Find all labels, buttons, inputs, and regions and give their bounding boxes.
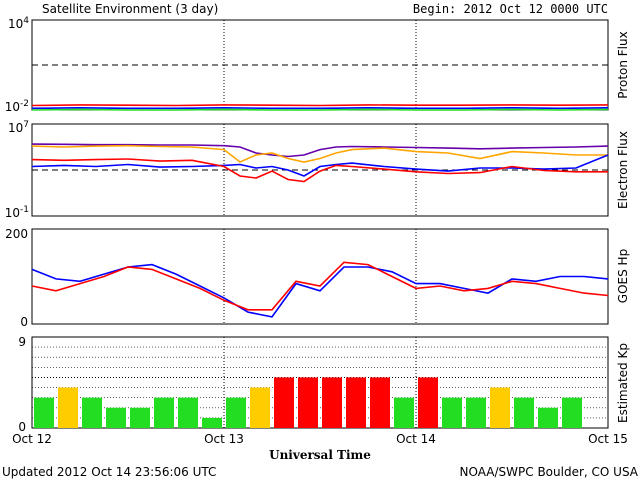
credit-label: NOAA/SWPC Boulder, CO USA <box>460 465 639 479</box>
electron-ytick-bottom: 10-1 <box>5 205 29 220</box>
kp-ytick-bottom: 0 <box>18 420 26 434</box>
electron-panel <box>31 123 609 217</box>
kp-bar <box>466 397 486 428</box>
kp-ylabel: Estimated Kp <box>616 343 630 423</box>
kp-bar <box>34 397 54 428</box>
kp-bar <box>178 397 198 428</box>
kp-ytick-top: 9 <box>18 335 26 349</box>
kp-bar <box>442 397 462 428</box>
kp-bar <box>82 397 102 428</box>
xtick-oct14: Oct 14 <box>396 432 436 446</box>
chart-marks <box>31 20 609 428</box>
kp-bar <box>202 417 222 428</box>
begin-timestamp: Begin: 2012 Oct 12 0000 UTC <box>413 2 608 16</box>
proton-ytick-bottom: 10-2 <box>5 99 29 114</box>
proton-series-green <box>31 108 609 111</box>
goes-ylabel: GOES Hp <box>616 249 630 303</box>
xtick-oct15: Oct 15 <box>588 432 628 446</box>
electron-series-orange <box>31 144 608 163</box>
kp-bar <box>562 397 582 428</box>
kp-bar <box>274 377 294 428</box>
kp-bar <box>154 397 174 428</box>
goes-series-red <box>31 261 609 311</box>
kp-bar <box>370 377 390 428</box>
kp-bar <box>250 387 270 428</box>
proton-ylabel: Proton Flux <box>616 31 630 98</box>
kp-bar <box>130 407 150 428</box>
kp-bar <box>394 397 414 428</box>
kp-bar <box>226 397 246 428</box>
electron-ytick-top: 107 <box>8 120 29 135</box>
proton-series-blue <box>31 106 609 110</box>
kp-bar <box>346 377 366 428</box>
kp-bar <box>58 387 78 428</box>
goes-panel <box>31 228 609 325</box>
proton-ytick-top: 104 <box>8 16 29 31</box>
kp-bar <box>106 407 126 428</box>
xtick-oct12: Oct 12 <box>12 432 52 446</box>
electron-ylabel: Electron Flux <box>616 131 630 209</box>
kp-bar <box>298 377 318 428</box>
chart-title: Satellite Environment (3 day) <box>42 2 218 16</box>
kp-panel <box>31 336 609 429</box>
kp-bar <box>322 377 342 428</box>
proton-panel <box>31 19 609 111</box>
goes-ytick-top: 200 <box>5 227 28 241</box>
kp-bar <box>538 407 558 428</box>
kp-bar <box>514 397 534 428</box>
proton-series-red <box>31 104 609 107</box>
updated-timestamp: Updated 2012 Oct 14 23:56:06 UTC <box>2 465 216 479</box>
electron-series-red <box>31 158 608 183</box>
kp-bar <box>418 377 438 428</box>
goes-ytick-bottom: 0 <box>20 315 28 329</box>
electron-series-blue <box>31 154 609 177</box>
goes-series-blue <box>31 263 609 318</box>
kp-bar <box>490 387 510 428</box>
electron-series-purple <box>31 143 609 158</box>
xtick-oct13: Oct 13 <box>204 432 244 446</box>
xaxis-label: Universal Time <box>269 448 371 462</box>
